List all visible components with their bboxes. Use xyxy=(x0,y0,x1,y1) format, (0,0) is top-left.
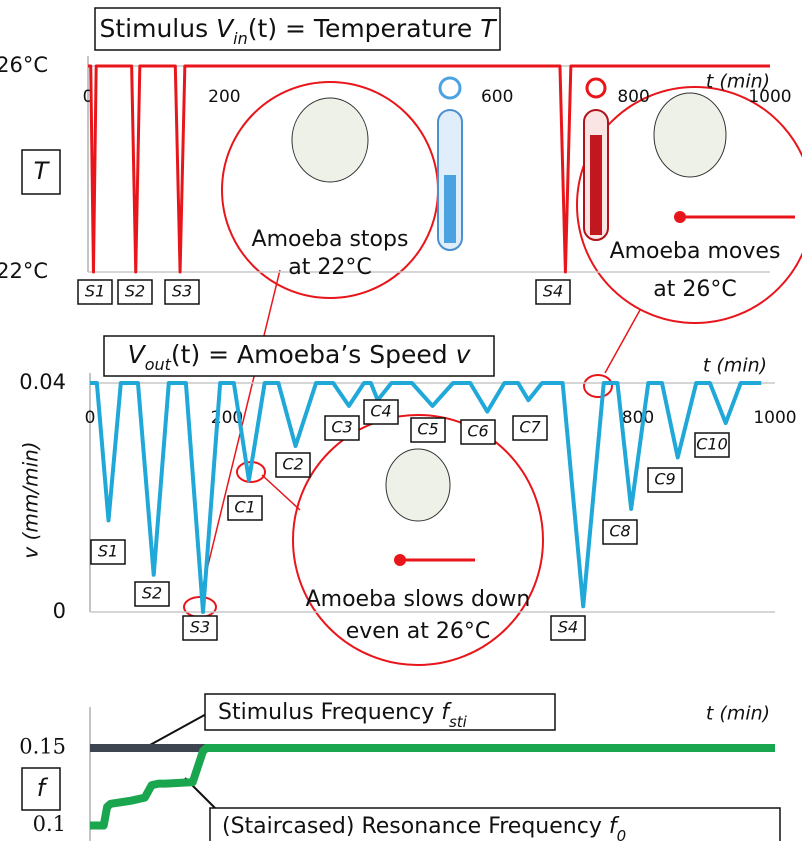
point-label: C8 xyxy=(609,522,630,541)
y-axis-label: T xyxy=(34,157,51,185)
annotation: even at 26°C xyxy=(346,619,490,644)
point-label: C5 xyxy=(417,420,438,439)
label-box xyxy=(204,693,556,731)
data-line xyxy=(88,64,770,274)
label-box xyxy=(21,767,61,811)
annotation: Amoeba slows down xyxy=(306,587,531,612)
y-tick-label: 0.1 xyxy=(33,812,66,836)
label-box xyxy=(209,807,781,841)
label-box xyxy=(647,467,683,493)
point-label: C2 xyxy=(282,455,303,474)
chart-title: Vout(t) = Amoeba’s Speed v xyxy=(128,340,472,374)
legend-symbol: f xyxy=(609,814,620,839)
y-axis-label: v (mm/min) xyxy=(19,441,43,558)
label-box xyxy=(363,399,399,425)
point-label: C3 xyxy=(331,418,352,437)
title-part: T xyxy=(480,14,497,43)
title-part: (t) = Temperature xyxy=(248,14,480,43)
x-tick-label: 1000 xyxy=(748,87,791,107)
label-box xyxy=(460,419,496,445)
point-label: C7 xyxy=(519,418,541,437)
label-box xyxy=(182,615,218,641)
point-label: C1 xyxy=(234,498,255,517)
label-box xyxy=(410,417,446,443)
point-label: S4 xyxy=(543,282,563,301)
label-box xyxy=(164,279,200,305)
y-tick-label: 0 xyxy=(53,599,66,623)
label-box xyxy=(535,279,571,305)
point-label: S2 xyxy=(142,584,162,603)
x-tick-label: 600 xyxy=(481,87,513,107)
annotation: at 22°C xyxy=(288,255,371,280)
y-tick-label: 0.04 xyxy=(19,370,66,394)
point-label: S3 xyxy=(190,618,210,637)
y-tick-label: 0.15 xyxy=(19,735,66,759)
x-axis-label: t (min) xyxy=(703,355,767,377)
label-box xyxy=(324,415,360,441)
title-part: out xyxy=(145,355,172,374)
label-box xyxy=(21,149,61,195)
label-box xyxy=(117,279,153,305)
label-box xyxy=(512,415,548,441)
point-label: S3 xyxy=(172,282,192,301)
label-box xyxy=(602,519,638,545)
label-box xyxy=(77,279,113,305)
legend-symbol: f xyxy=(441,700,452,725)
label-box xyxy=(94,7,501,51)
legend-subscript: 0 xyxy=(617,827,627,841)
label-box xyxy=(275,452,311,478)
x-tick-label: 1000 xyxy=(753,408,796,428)
point-label: S1 xyxy=(85,282,105,301)
x-tick-label: 0 xyxy=(83,87,94,107)
title-part: (t) = Amoeba’s Speed xyxy=(171,340,456,369)
chart-title: Stimulus Vin(t) = Temperature T xyxy=(99,14,497,48)
legend-name: (Staircased) Resonance Frequency xyxy=(222,814,609,839)
annotation: Amoeba stops xyxy=(252,227,409,252)
decorations xyxy=(149,76,802,809)
point-label: C6 xyxy=(467,422,488,441)
point-label: S1 xyxy=(98,542,118,561)
point-label: C10 xyxy=(696,435,728,454)
y-tick-label: 22°C xyxy=(0,259,48,283)
point-label: S2 xyxy=(125,282,145,301)
label-box xyxy=(550,615,586,641)
title-part: Stimulus xyxy=(99,14,216,43)
legend-entry: (Staircased) Resonance Frequency f0 xyxy=(222,814,626,841)
title-part: V xyxy=(128,340,147,369)
title-part: V xyxy=(216,14,235,43)
legend-subscript: sti xyxy=(449,713,468,731)
point-label: S4 xyxy=(558,618,578,637)
x-axis-label: t (min) xyxy=(706,703,770,725)
annotation: at 26°C xyxy=(653,277,736,302)
label-box xyxy=(90,539,126,565)
point-label: C4 xyxy=(370,402,391,421)
label-box xyxy=(227,495,263,521)
title-part: v xyxy=(456,340,472,369)
title-part: in xyxy=(233,29,248,48)
legend-entry: Stimulus Frequency fsti xyxy=(218,700,468,731)
legend-name: Stimulus Frequency xyxy=(218,700,441,725)
label-box xyxy=(103,335,495,377)
x-axis-label: t (min) xyxy=(706,71,770,93)
label-box xyxy=(694,432,730,458)
x-tick-label: 0 xyxy=(85,408,96,428)
data-line xyxy=(90,381,762,614)
x-tick-label: 800 xyxy=(622,408,654,428)
point-label: C9 xyxy=(654,470,675,489)
y-tick-label: 26°C xyxy=(0,53,48,77)
x-tick-label: 200 xyxy=(208,87,240,107)
annotation: Amoeba moves xyxy=(610,239,781,264)
data-line xyxy=(90,744,775,830)
label-box xyxy=(134,581,170,607)
x-tick-label: 800 xyxy=(617,87,649,107)
